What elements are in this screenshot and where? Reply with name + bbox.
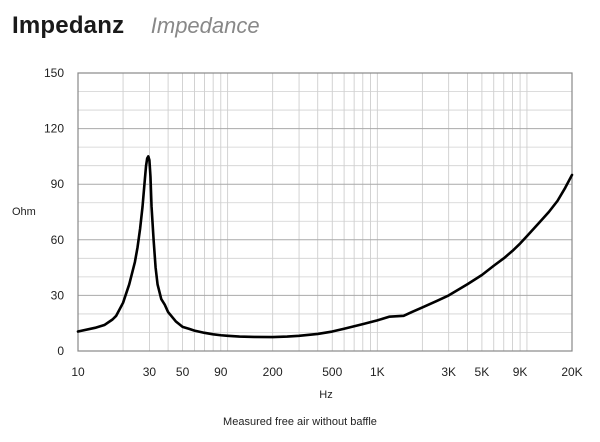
grid — [78, 73, 572, 351]
y-tick-label: 0 — [57, 344, 64, 358]
y-tick-label: 150 — [44, 66, 64, 80]
chart-subtitle: Impedance — [150, 13, 260, 38]
x-tick-label: 50 — [176, 365, 190, 379]
x-axis-label: Hz — [319, 389, 332, 401]
y-axis-label: Ohm — [12, 206, 36, 218]
chart-caption: Measured free air without baffle — [223, 416, 377, 428]
axis-labels: 0 30 60 90 120 150 10 30 50 90 200 500 1K 3K 5K 9K 20K Oh… — [12, 66, 583, 401]
x-tick-label: 30 — [143, 365, 157, 379]
y-tick-label: 30 — [51, 288, 65, 302]
chart-title-row: Impedanz Impedance — [12, 12, 260, 40]
y-tick-label: 120 — [44, 122, 64, 136]
x-tick-label: 9K — [513, 365, 528, 379]
x-tick-label: 20K — [561, 365, 582, 379]
x-tick-label: 5K — [475, 365, 490, 379]
plot-area — [78, 73, 572, 351]
impedance-curve — [76, 155, 574, 339]
x-tick-label: 10 — [71, 365, 85, 379]
x-tick-label: 200 — [263, 365, 283, 379]
series-layer — [76, 155, 574, 339]
chart-title: Impedanz — [12, 12, 125, 39]
plot-frame — [77, 72, 573, 352]
x-tick-label: 3K — [441, 365, 456, 379]
x-tick-label: 500 — [322, 365, 342, 379]
x-tick-label: 1K — [370, 365, 385, 379]
x-tick-label: 90 — [214, 365, 228, 379]
y-tick-label: 90 — [51, 177, 65, 191]
y-tick-label: 60 — [51, 233, 65, 247]
